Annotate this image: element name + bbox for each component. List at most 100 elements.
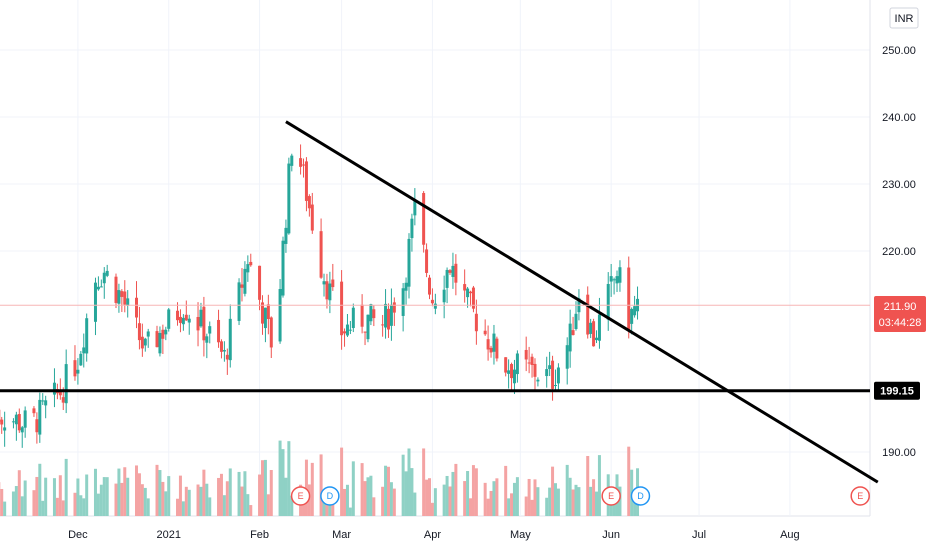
- candle[interactable]: [99, 279, 103, 288]
- candle[interactable]: [82, 333, 86, 368]
- candle[interactable]: [343, 328, 347, 347]
- candle[interactable]: [483, 319, 487, 336]
- candle[interactable]: [527, 346, 531, 374]
- candle[interactable]: [351, 303, 355, 333]
- candle[interactable]: [363, 331, 367, 346]
- candle[interactable]: [161, 324, 165, 355]
- candle[interactable]: [184, 300, 188, 321]
- candle[interactable]: [222, 341, 226, 362]
- candle[interactable]: [474, 299, 478, 345]
- candle[interactable]: [79, 351, 83, 366]
- candle[interactable]: [123, 280, 127, 313]
- candle[interactable]: [612, 277, 616, 295]
- candle[interactable]: [495, 336, 499, 362]
- candle[interactable]: [64, 349, 68, 414]
- candle[interactable]: [117, 283, 121, 313]
- candle[interactable]: [52, 368, 56, 408]
- candle[interactable]: [618, 260, 622, 292]
- candle[interactable]: [126, 290, 130, 318]
- candle[interactable]: [340, 270, 344, 350]
- candle[interactable]: [225, 348, 229, 375]
- candle[interactable]: [454, 254, 458, 296]
- candle[interactable]: [433, 293, 437, 315]
- candle[interactable]: [181, 314, 185, 331]
- candle[interactable]: [571, 316, 575, 336]
- candle[interactable]: [442, 275, 446, 319]
- candle[interactable]: [120, 289, 124, 313]
- candle[interactable]: [137, 306, 141, 350]
- candle[interactable]: [20, 425, 24, 448]
- earnings-event-icon[interactable]: E: [850, 486, 870, 506]
- candle[interactable]: [73, 345, 77, 381]
- candle[interactable]: [633, 295, 637, 318]
- candle[interactable]: [263, 307, 267, 343]
- candle[interactable]: [260, 295, 264, 335]
- candle[interactable]: [93, 277, 97, 336]
- candle[interactable]: [217, 309, 221, 348]
- candle[interactable]: [331, 263, 335, 291]
- candle[interactable]: [258, 265, 262, 311]
- candle[interactable]: [219, 339, 223, 359]
- candle[interactable]: [597, 297, 601, 349]
- candle[interactable]: [407, 233, 411, 299]
- candle[interactable]: [369, 303, 373, 326]
- candle[interactable]: [3, 411, 7, 447]
- candle[interactable]: [114, 273, 118, 309]
- candle[interactable]: [471, 285, 475, 313]
- candle[interactable]: [512, 359, 516, 395]
- candle[interactable]: [586, 286, 590, 339]
- candle[interactable]: [615, 270, 619, 292]
- candle[interactable]: [469, 290, 473, 307]
- candle[interactable]: [249, 253, 253, 267]
- candle[interactable]: [32, 406, 36, 417]
- candle[interactable]: [76, 358, 80, 385]
- candle[interactable]: [574, 301, 578, 331]
- candle[interactable]: [38, 392, 42, 443]
- candle[interactable]: [609, 264, 613, 297]
- candle[interactable]: [630, 307, 634, 335]
- candle[interactable]: [281, 236, 285, 298]
- candle[interactable]: [228, 304, 232, 368]
- currency-selector[interactable]: INR: [889, 7, 919, 29]
- candle[interactable]: [278, 279, 282, 344]
- candle[interactable]: [287, 157, 291, 235]
- candle[interactable]: [199, 302, 203, 328]
- candle[interactable]: [389, 288, 393, 341]
- candle[interactable]: [366, 314, 370, 343]
- candle[interactable]: [606, 272, 610, 331]
- candle[interactable]: [551, 355, 555, 401]
- candle[interactable]: [507, 359, 511, 389]
- candle[interactable]: [533, 358, 537, 392]
- candle[interactable]: [243, 261, 247, 297]
- candle[interactable]: [322, 273, 326, 297]
- candle[interactable]: [595, 330, 599, 344]
- candle[interactable]: [425, 243, 429, 278]
- candle[interactable]: [237, 278, 241, 326]
- candle[interactable]: [548, 351, 552, 377]
- candle[interactable]: [556, 363, 560, 391]
- candle[interactable]: [466, 286, 470, 308]
- candle[interactable]: [35, 412, 39, 444]
- candle[interactable]: [14, 411, 18, 441]
- candle[interactable]: [176, 302, 180, 326]
- dividend-event-icon[interactable]: D: [630, 486, 651, 506]
- candle[interactable]: [384, 289, 388, 339]
- candle[interactable]: [85, 313, 89, 362]
- candle[interactable]: [202, 296, 206, 357]
- candle[interactable]: [299, 144, 303, 175]
- candle[interactable]: [401, 283, 405, 332]
- candle[interactable]: [155, 325, 159, 348]
- candle[interactable]: [178, 309, 182, 333]
- candle[interactable]: [307, 194, 311, 217]
- candle[interactable]: [304, 157, 308, 212]
- candle[interactable]: [515, 350, 519, 383]
- candle[interactable]: [486, 325, 490, 361]
- earnings-event-icon[interactable]: E: [601, 486, 621, 506]
- candle[interactable]: [196, 302, 200, 347]
- candle[interactable]: [348, 320, 352, 335]
- candle[interactable]: [510, 362, 514, 392]
- candle[interactable]: [428, 274, 431, 300]
- candle[interactable]: [448, 269, 452, 275]
- candle[interactable]: [553, 369, 557, 392]
